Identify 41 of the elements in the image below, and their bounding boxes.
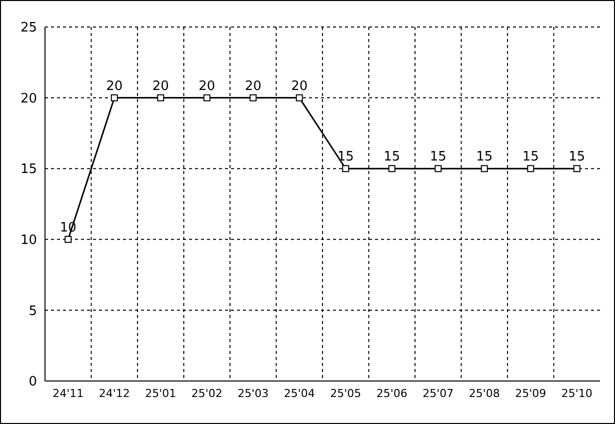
y-tick-label: 5	[28, 304, 37, 319]
point	[388, 165, 396, 172]
data-label: 15	[476, 150, 493, 165]
x-tick-label: 25'02	[191, 386, 222, 400]
x-tick-label: 25'04	[284, 386, 315, 400]
point	[64, 236, 72, 243]
point	[157, 94, 164, 102]
point	[110, 94, 118, 102]
point	[250, 94, 257, 102]
point	[296, 94, 303, 102]
data-label: 15	[522, 150, 539, 165]
data-label: 15	[568, 150, 586, 165]
x-tick-label: 25'09	[515, 386, 546, 400]
x-tick-label: 25'06	[376, 386, 408, 400]
data-label: 20	[244, 78, 262, 94]
x-tick-label: 25'05	[330, 386, 362, 400]
point	[480, 165, 488, 172]
data-label: 20	[198, 78, 216, 94]
x-tick-label: 24'11	[52, 386, 84, 400]
data-label: 15	[430, 150, 446, 165]
point	[573, 165, 580, 172]
data-label: 15	[384, 150, 400, 165]
point	[342, 165, 350, 172]
point	[434, 165, 442, 172]
x-tick-label: 25'07	[422, 386, 454, 400]
data-label: 20	[291, 78, 308, 94]
x-tick-label: 25'01	[145, 386, 176, 400]
y-tick-label: 0	[28, 374, 37, 390]
x-tick-label: 25'08	[468, 386, 500, 400]
data-label: 20	[152, 78, 169, 94]
y-tick-label: 10	[20, 233, 37, 248]
y-tick-label: 20	[20, 91, 37, 106]
point	[527, 165, 534, 172]
y-tick-label: 25	[20, 20, 37, 36]
point	[203, 94, 210, 102]
x-tick-label: 25'03	[238, 386, 269, 400]
data-label: 15	[337, 150, 354, 165]
y-tick-label: 15	[20, 162, 37, 178]
x-tick-label: 24'12	[98, 386, 130, 400]
data-label: 20	[106, 78, 123, 94]
x-tick-label: 25'10	[561, 386, 592, 400]
